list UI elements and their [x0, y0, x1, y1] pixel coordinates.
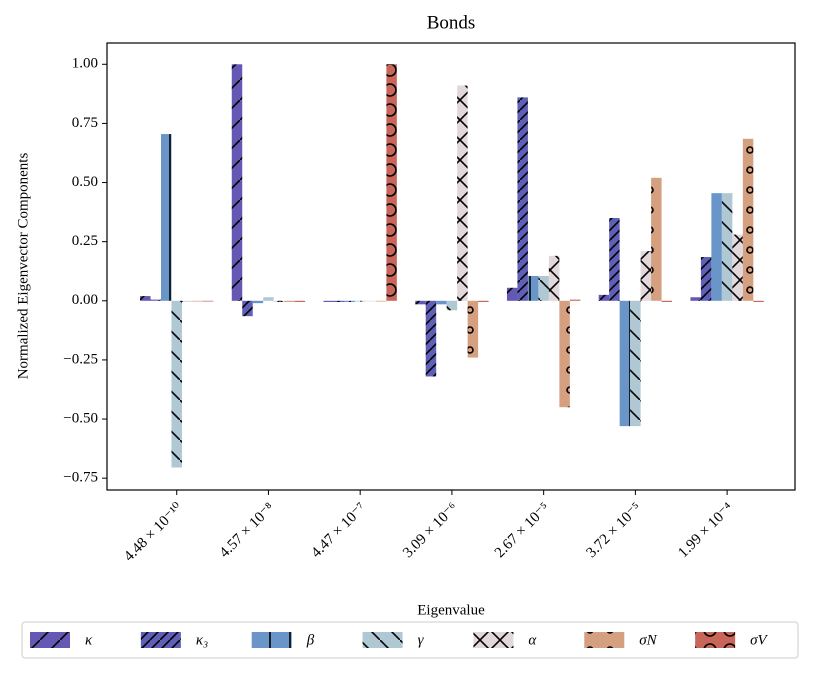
bar — [651, 177, 662, 301]
bar — [598, 294, 610, 301]
bar — [548, 255, 560, 301]
bar — [630, 300, 641, 427]
bar — [344, 300, 355, 302]
legend-label: α — [528, 632, 537, 648]
bar — [753, 300, 764, 302]
bar — [140, 296, 151, 301]
bar — [333, 300, 345, 302]
bar — [160, 134, 172, 301]
bar — [242, 300, 253, 317]
legend-label: σV — [750, 632, 768, 648]
bar — [354, 300, 366, 302]
bar — [252, 300, 264, 304]
bar — [436, 300, 447, 305]
y-tick-label: 0.25 — [72, 233, 98, 249]
y-tick-label: 0.75 — [72, 115, 98, 131]
bar — [284, 300, 295, 302]
bar — [467, 300, 479, 358]
bar — [263, 297, 274, 301]
bar — [711, 193, 722, 301]
bar — [517, 97, 528, 301]
legend-label: β — [306, 632, 315, 648]
y-tick-label: −0.50 — [63, 410, 98, 426]
x-tick-label: 3.72 × 10⁻⁵ — [584, 500, 645, 561]
bar — [700, 257, 712, 301]
x-axis-label: Eigenvalue — [417, 602, 485, 618]
legend-label: γ — [418, 632, 425, 648]
y-tick-label: 0.50 — [72, 174, 98, 190]
bar — [732, 234, 743, 301]
bar — [294, 300, 306, 302]
bar — [538, 275, 549, 301]
legend-label: κ — [85, 632, 93, 648]
bar — [640, 251, 652, 301]
bar — [202, 300, 214, 302]
y-tick-label: −0.25 — [63, 351, 98, 367]
chart-title: Bonds — [427, 12, 476, 33]
x-tick-label: 3.09 × 10⁻⁶ — [400, 500, 461, 561]
bar — [150, 299, 161, 301]
bar — [478, 300, 489, 302]
bar — [323, 300, 334, 302]
x-tick-label: 4.48 × 10⁻¹⁰ — [121, 500, 186, 565]
y-tick-label: −0.75 — [63, 470, 98, 486]
legend-label: σN — [639, 632, 657, 648]
bar — [527, 275, 539, 301]
bar — [609, 218, 620, 301]
bar — [690, 297, 701, 301]
bar — [559, 300, 570, 408]
legend-label: κ₃ — [196, 632, 208, 648]
bar — [619, 300, 631, 427]
bar — [457, 85, 468, 301]
legend-swatch — [584, 632, 625, 648]
bar — [273, 300, 285, 302]
x-tick-label: 4.47 × 10⁻⁷ — [308, 500, 369, 561]
bar — [231, 64, 243, 301]
legend-box — [21, 621, 799, 659]
plot-frame — [106, 42, 796, 491]
bar — [415, 300, 426, 305]
bar — [365, 300, 376, 302]
legend-swatch — [251, 632, 292, 648]
bar — [661, 300, 673, 302]
legend-swatch — [140, 632, 181, 648]
legend-swatch — [30, 632, 70, 648]
legend-swatch — [362, 632, 403, 648]
y-tick-label: 0.00 — [72, 292, 98, 308]
x-tick-label: 4.57 × 10⁻⁸ — [217, 500, 278, 561]
bar — [192, 300, 203, 302]
y-axis-label: Normalized Eigenvector Components — [15, 153, 31, 380]
bar — [721, 193, 733, 301]
x-tick-label: 2.67 × 10⁻⁵ — [492, 500, 553, 561]
bar — [506, 287, 518, 301]
y-tick-label: 1.00 — [72, 56, 98, 72]
bar — [375, 300, 387, 302]
bar — [171, 300, 182, 468]
bar — [425, 300, 437, 377]
bar — [446, 300, 458, 311]
bar — [386, 64, 397, 301]
bar — [569, 299, 581, 301]
legend-swatch — [695, 632, 736, 648]
bar — [181, 300, 193, 302]
bar — [742, 138, 754, 301]
x-tick-label: 1.99 × 10⁻⁴ — [675, 500, 736, 561]
legend-swatch — [473, 632, 514, 648]
